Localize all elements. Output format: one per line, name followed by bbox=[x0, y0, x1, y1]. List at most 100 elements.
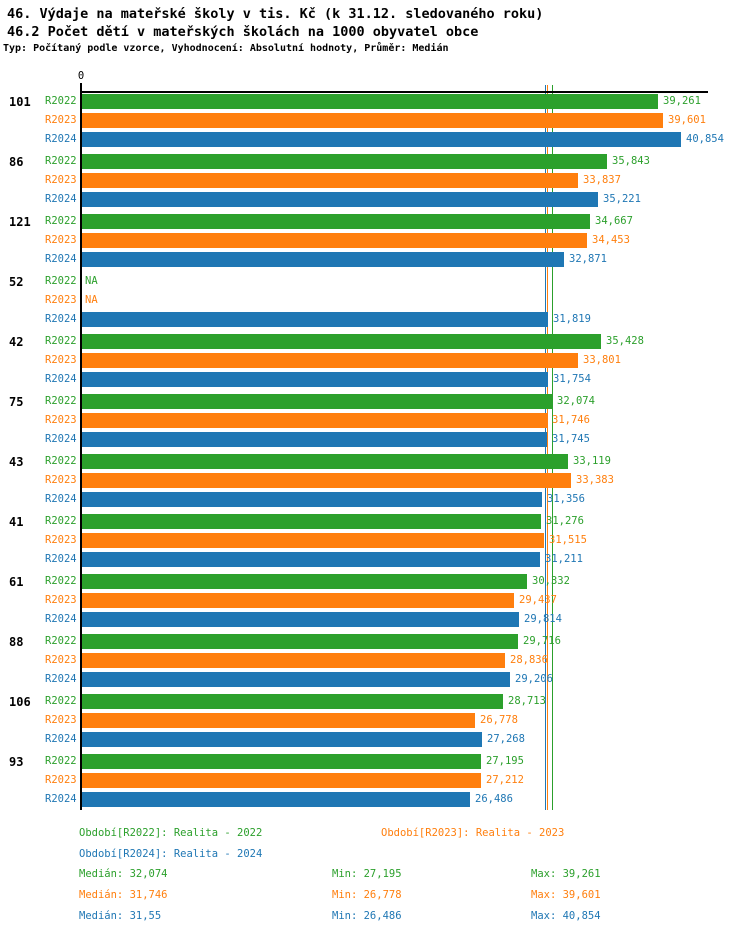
group-label: 75 bbox=[9, 395, 24, 409]
year-label: R2022 bbox=[45, 635, 77, 647]
bar bbox=[82, 312, 548, 327]
bar bbox=[82, 113, 663, 128]
year-label: R2023 bbox=[45, 234, 77, 246]
group-label: 42 bbox=[9, 335, 24, 349]
year-label: R2023 bbox=[45, 114, 77, 126]
median-line-r2024 bbox=[545, 85, 546, 810]
year-label: R2022 bbox=[45, 95, 77, 107]
bar-row: R2022 35,843 bbox=[0, 154, 750, 169]
year-label: R2024 bbox=[45, 313, 77, 325]
bar-group: 106 R2022 28,713 R2023 26,778 R2024 27,268 bbox=[0, 694, 750, 747]
group-label: 121 bbox=[9, 215, 31, 229]
bar-row: R2023 34,453 bbox=[0, 233, 750, 248]
bar-value-label: 32,871 bbox=[569, 253, 607, 265]
bar bbox=[82, 214, 590, 229]
bar-row: R2024 40,854 bbox=[0, 132, 750, 147]
bar-row: R2023 28,836 bbox=[0, 653, 750, 668]
bar-value-label: 31,745 bbox=[552, 433, 590, 445]
bar-value-label: 27,268 bbox=[487, 733, 525, 745]
bar-value-label: 29,437 bbox=[519, 594, 557, 606]
legend-max-r2022: Max: 39,261 bbox=[531, 868, 601, 880]
bar-row: R2024 26,486 bbox=[0, 792, 750, 807]
year-label: R2023 bbox=[45, 774, 77, 786]
legend-entry-r2023: Období[R2023]: Realita - 2023 bbox=[381, 827, 565, 839]
year-label: R2022 bbox=[45, 395, 77, 407]
year-label: R2024 bbox=[45, 613, 77, 625]
bar-value-label: 33,383 bbox=[576, 474, 614, 486]
year-label: R2023 bbox=[45, 414, 77, 426]
year-label: R2023 bbox=[45, 174, 77, 186]
year-label: R2024 bbox=[45, 373, 77, 385]
bar-value-label: 28,713 bbox=[508, 695, 546, 707]
group-label: 43 bbox=[9, 455, 24, 469]
group-label: 93 bbox=[9, 755, 24, 769]
legend-entry-r2024: Období[R2024]: Realita - 2024 bbox=[79, 848, 263, 860]
bar-group: 52 R2022 NA R2023 NA R2024 31,819 bbox=[0, 274, 750, 327]
bar-group: 42 R2022 35,428 R2023 33,801 R2024 31,754 bbox=[0, 334, 750, 387]
year-label: R2022 bbox=[45, 335, 77, 347]
legend-max-r2023: Max: 39,601 bbox=[531, 889, 601, 901]
bar-row: R2023 39,601 bbox=[0, 113, 750, 128]
bar-value-label: 29,206 bbox=[515, 673, 553, 685]
median-line-r2023 bbox=[547, 85, 548, 810]
x-axis-zero-label: 0 bbox=[77, 70, 85, 82]
bar-row: R2022 NA bbox=[0, 274, 750, 289]
year-label: R2024 bbox=[45, 133, 77, 145]
bar-value-label: 31,211 bbox=[545, 553, 583, 565]
group-label: 61 bbox=[9, 575, 24, 589]
year-label: R2024 bbox=[45, 493, 77, 505]
year-label: R2024 bbox=[45, 193, 77, 205]
legend-entry-r2022: Období[R2022]: Realita - 2022 bbox=[79, 827, 263, 839]
na-label: NA bbox=[85, 275, 98, 287]
bar-value-label: 34,453 bbox=[592, 234, 630, 246]
bar bbox=[82, 612, 519, 627]
year-label: R2023 bbox=[45, 354, 77, 366]
bar-group: 75 R2022 32,074 R2023 31,746 R2024 31,745 bbox=[0, 394, 750, 447]
bar bbox=[82, 732, 482, 747]
bar bbox=[82, 413, 547, 428]
bar-row: R2024 31,211 bbox=[0, 552, 750, 567]
year-label: R2022 bbox=[45, 695, 77, 707]
bar bbox=[82, 394, 552, 409]
bar-value-label: 26,778 bbox=[480, 714, 518, 726]
legend-min-r2022: Min: 27,195 bbox=[332, 868, 402, 880]
year-label: R2022 bbox=[45, 575, 77, 587]
legend-min-r2024: Min: 26,486 bbox=[332, 910, 402, 922]
bar bbox=[82, 353, 578, 368]
bar-value-label: 31,754 bbox=[553, 373, 591, 385]
year-label: R2023 bbox=[45, 654, 77, 666]
bar bbox=[82, 552, 540, 567]
chart-title: 46. Výdaje na mateřské školy v tis. Kč (… bbox=[7, 6, 544, 22]
year-label: R2024 bbox=[45, 253, 77, 265]
bar-row: R2024 31,745 bbox=[0, 432, 750, 447]
bar bbox=[82, 132, 681, 147]
bar-value-label: 32,074 bbox=[557, 395, 595, 407]
bar bbox=[82, 634, 518, 649]
bar-row: R2023 31,746 bbox=[0, 413, 750, 428]
bar-value-label: 27,212 bbox=[486, 774, 524, 786]
bar bbox=[82, 694, 503, 709]
group-label: 41 bbox=[9, 515, 24, 529]
bar bbox=[82, 372, 548, 387]
bar-value-label: 33,837 bbox=[583, 174, 621, 186]
bar-row: R2022 29,716 bbox=[0, 634, 750, 649]
bar bbox=[82, 574, 527, 589]
bar-value-label: 35,428 bbox=[606, 335, 644, 347]
legend-max-r2024: Max: 40,854 bbox=[531, 910, 601, 922]
year-label: R2024 bbox=[45, 733, 77, 745]
bar-group: 101 R2022 39,261 R2023 39,601 R2024 40,854 bbox=[0, 94, 750, 147]
year-label: R2024 bbox=[45, 553, 77, 565]
year-label: R2022 bbox=[45, 455, 77, 467]
bar-row: R2023 33,837 bbox=[0, 173, 750, 188]
bar-row: R2023 29,437 bbox=[0, 593, 750, 608]
bar bbox=[82, 154, 607, 169]
bar-row: R2022 32,074 bbox=[0, 394, 750, 409]
year-label: R2024 bbox=[45, 673, 77, 685]
bar bbox=[82, 792, 470, 807]
bar-row: R2023 33,801 bbox=[0, 353, 750, 368]
bar-value-label: 26,486 bbox=[475, 793, 513, 805]
bar bbox=[82, 593, 514, 608]
legend-min-r2023: Min: 26,778 bbox=[332, 889, 402, 901]
bar-value-label: 35,221 bbox=[603, 193, 641, 205]
year-label: R2023 bbox=[45, 594, 77, 606]
